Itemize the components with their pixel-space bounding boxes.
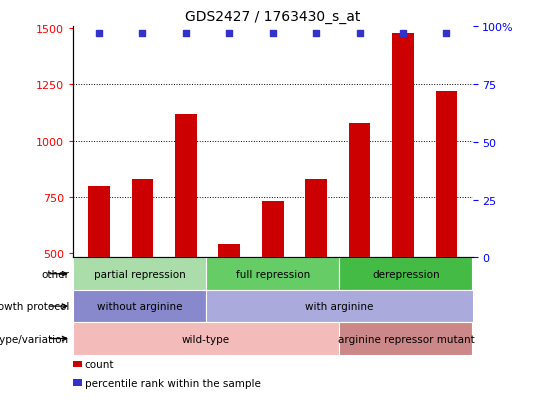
- Bar: [73, 290, 206, 323]
- Bar: [392, 33, 414, 258]
- Bar: [339, 323, 472, 355]
- Bar: [88, 186, 110, 258]
- Bar: [305, 179, 327, 258]
- Point: [442, 31, 451, 37]
- Bar: [206, 258, 339, 290]
- Point: [181, 31, 190, 37]
- Bar: [132, 179, 153, 258]
- Text: with arginine: with arginine: [305, 301, 374, 311]
- Title: GDS2427 / 1763430_s_at: GDS2427 / 1763430_s_at: [185, 10, 360, 24]
- Text: derepression: derepression: [372, 269, 440, 279]
- Bar: [339, 258, 472, 290]
- Bar: [175, 114, 197, 258]
- Text: percentile rank within the sample: percentile rank within the sample: [85, 378, 261, 388]
- Bar: [218, 244, 240, 258]
- Text: genotype/variation: genotype/variation: [0, 334, 69, 344]
- Bar: [73, 323, 339, 355]
- Bar: [73, 258, 206, 290]
- Point: [399, 31, 407, 37]
- Text: other: other: [41, 269, 69, 279]
- Text: without arginine: without arginine: [97, 301, 183, 311]
- Text: growth protocol: growth protocol: [0, 301, 69, 311]
- Point: [138, 31, 147, 37]
- Text: full repression: full repression: [235, 269, 310, 279]
- Text: wild-type: wild-type: [182, 334, 230, 344]
- Bar: [436, 92, 457, 258]
- Point: [94, 31, 103, 37]
- Text: count: count: [85, 359, 114, 369]
- Text: partial repression: partial repression: [93, 269, 185, 279]
- Bar: [349, 123, 370, 258]
- Text: arginine repressor mutant: arginine repressor mutant: [338, 334, 474, 344]
- Point: [355, 31, 364, 37]
- Bar: [262, 202, 284, 258]
- Point: [225, 31, 234, 37]
- Point: [312, 31, 320, 37]
- Point: [268, 31, 277, 37]
- Bar: [206, 290, 472, 323]
